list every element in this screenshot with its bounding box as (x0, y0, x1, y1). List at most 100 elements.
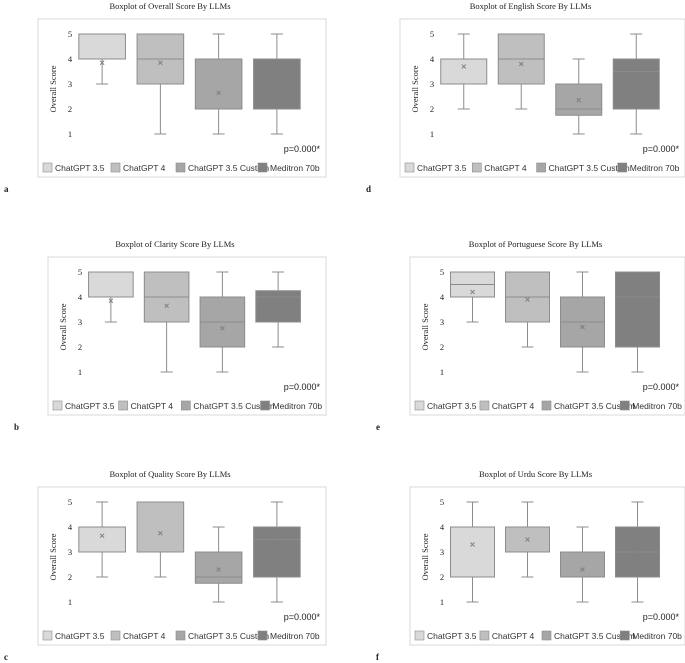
legend-label-meditron70b: Meditron 70b (632, 631, 682, 641)
iqr-box (78, 526, 126, 553)
legend-label-chatgpt35custom: ChatGPT 3.5 Custom (188, 631, 269, 641)
y-tick-label: 4 (78, 292, 83, 302)
box-chatgpt4 (143, 271, 190, 373)
legend-swatch-chatgpt35custom (175, 162, 186, 173)
box-chatgpt35 (78, 501, 126, 578)
mean-marker (164, 303, 169, 309)
mean-marker (158, 60, 163, 66)
chart-title: Boxplot of Quality Score By LLMs (109, 469, 230, 479)
y-tick-label: 5 (430, 29, 434, 39)
p-value: p=0.000* (284, 382, 321, 392)
panel-frame (47, 256, 327, 416)
legend-label-chatgpt35: ChatGPT 3.5 (55, 631, 105, 641)
box-chatgpt4 (136, 33, 185, 135)
box-chatgpt35 (78, 33, 126, 85)
box-chatgpt35custom (194, 526, 243, 603)
legend-label-meditron70b: Meditron 70b (630, 163, 680, 173)
box-chatgpt35custom (199, 271, 246, 373)
y-tick-label: 1 (78, 367, 82, 377)
y-tick-label: 2 (430, 104, 434, 114)
legend-label-chatgpt35: ChatGPT 3.5 (65, 401, 115, 411)
box-chatgpt35custom (560, 526, 605, 603)
y-tick-label: 1 (440, 597, 444, 607)
mean-marker (216, 567, 221, 572)
legend-label-chatgpt35: ChatGPT 3.5 (427, 631, 477, 641)
legend-label-chatgpt4: ChatGPT 4 (123, 163, 166, 173)
mean-marker (461, 64, 467, 69)
legend-swatch-meditron70b (260, 400, 270, 411)
y-tick-label: 1 (68, 597, 72, 607)
panel-label: a (4, 184, 9, 194)
y-axis-label: Overall Score (58, 303, 68, 350)
legend-swatch-chatgpt35custom (541, 400, 552, 411)
legend-swatch-chatgpt35custom (536, 162, 546, 173)
legend-label-chatgpt35custom: ChatGPT 3.5 Custom (193, 401, 274, 411)
y-tick-label: 2 (440, 572, 444, 582)
panel-label: d (366, 184, 371, 194)
panel-frame (409, 256, 685, 416)
y-tick-label: 1 (68, 129, 72, 139)
legend-swatch-chatgpt35 (42, 630, 53, 641)
legend-label-chatgpt4: ChatGPT 4 (492, 631, 535, 641)
legend-swatch-chatgpt35custom (181, 400, 191, 411)
mean-marker (220, 325, 225, 331)
panel-label: b (14, 422, 19, 432)
legend-label-meditron70b: Meditron 70b (632, 401, 682, 411)
mean-marker (470, 289, 475, 295)
mean-marker (470, 542, 475, 547)
panel-frame (37, 486, 327, 646)
legend-swatch-meditron70b (257, 630, 268, 641)
y-tick-label: 3 (78, 317, 82, 327)
panel-b: Boxplot of Clarity Score By LLMs b 1 2 3 4 5 Ov… (14, 239, 327, 432)
iqr-box (253, 526, 301, 578)
mean-marker (635, 304, 640, 310)
y-tick-label: 2 (78, 342, 82, 352)
y-tick-label: 3 (440, 547, 444, 557)
panel-label: c (4, 652, 8, 662)
legend-label-chatgpt35: ChatGPT 3.5 (417, 163, 467, 173)
box-chatgpt35 (450, 271, 495, 323)
y-tick-label: 2 (440, 342, 444, 352)
iqr-box (194, 551, 243, 584)
box-chatgpt4 (136, 501, 185, 578)
box-chatgpt35custom (194, 33, 243, 135)
mean-marker (274, 72, 280, 78)
legend-swatch-chatgpt4 (110, 162, 121, 173)
box-meditron70b (615, 501, 660, 603)
y-tick-label: 5 (78, 267, 82, 277)
legend-label-chatgpt35: ChatGPT 3.5 (55, 163, 105, 173)
panel-e: Boxplot of Portuguese Score By LLMs e 1 2 3 4… (376, 239, 685, 432)
y-tick-label: 4 (430, 54, 435, 64)
panel-d: Boxplot of English Score By LLMs d 1 2 3 4 5 Ov… (366, 1, 685, 194)
legend-label-meditron70b: Meditron 70b (270, 163, 320, 173)
y-tick-label: 3 (430, 79, 434, 89)
panel-f: Boxplot of Urdu Score By LLMs f 1 2 3 4 5 Overa… (376, 469, 685, 662)
box-chatgpt4 (505, 271, 550, 348)
legend-swatch-meditron70b (257, 162, 268, 173)
mean-marker (518, 61, 524, 67)
legend-swatch-chatgpt35custom (541, 630, 552, 641)
y-axis-label: Overall Score (420, 533, 430, 580)
mean-marker (525, 297, 530, 302)
y-tick-label: 4 (440, 292, 445, 302)
legend-swatch-chatgpt4 (479, 400, 490, 411)
y-tick-label: 4 (440, 522, 445, 532)
legend: ChatGPT 3.5 ChatGPT 4 ChatGPT 3.5 CustomMe… (52, 400, 322, 411)
mean-marker (99, 60, 105, 66)
panel-frame (409, 486, 685, 646)
box-chatgpt35 (450, 501, 495, 603)
mean-marker (216, 90, 221, 96)
legend-swatch-chatgpt4 (110, 630, 121, 641)
legend-swatch-chatgpt35 (42, 162, 53, 173)
legend-swatch-chatgpt35 (404, 162, 415, 173)
legend-swatch-chatgpt35 (414, 630, 425, 641)
box-chatgpt35custom (560, 271, 605, 373)
box-chatgpt35 (88, 271, 134, 323)
legend-label-chatgpt35custom: ChatGPT 3.5 Custom (554, 401, 635, 411)
y-tick-label: 5 (440, 497, 444, 507)
legend: ChatGPT 3.5 ChatGPT 4 ChatGPT 3.5 CustomMe… (414, 630, 682, 641)
mean-marker (274, 540, 280, 546)
